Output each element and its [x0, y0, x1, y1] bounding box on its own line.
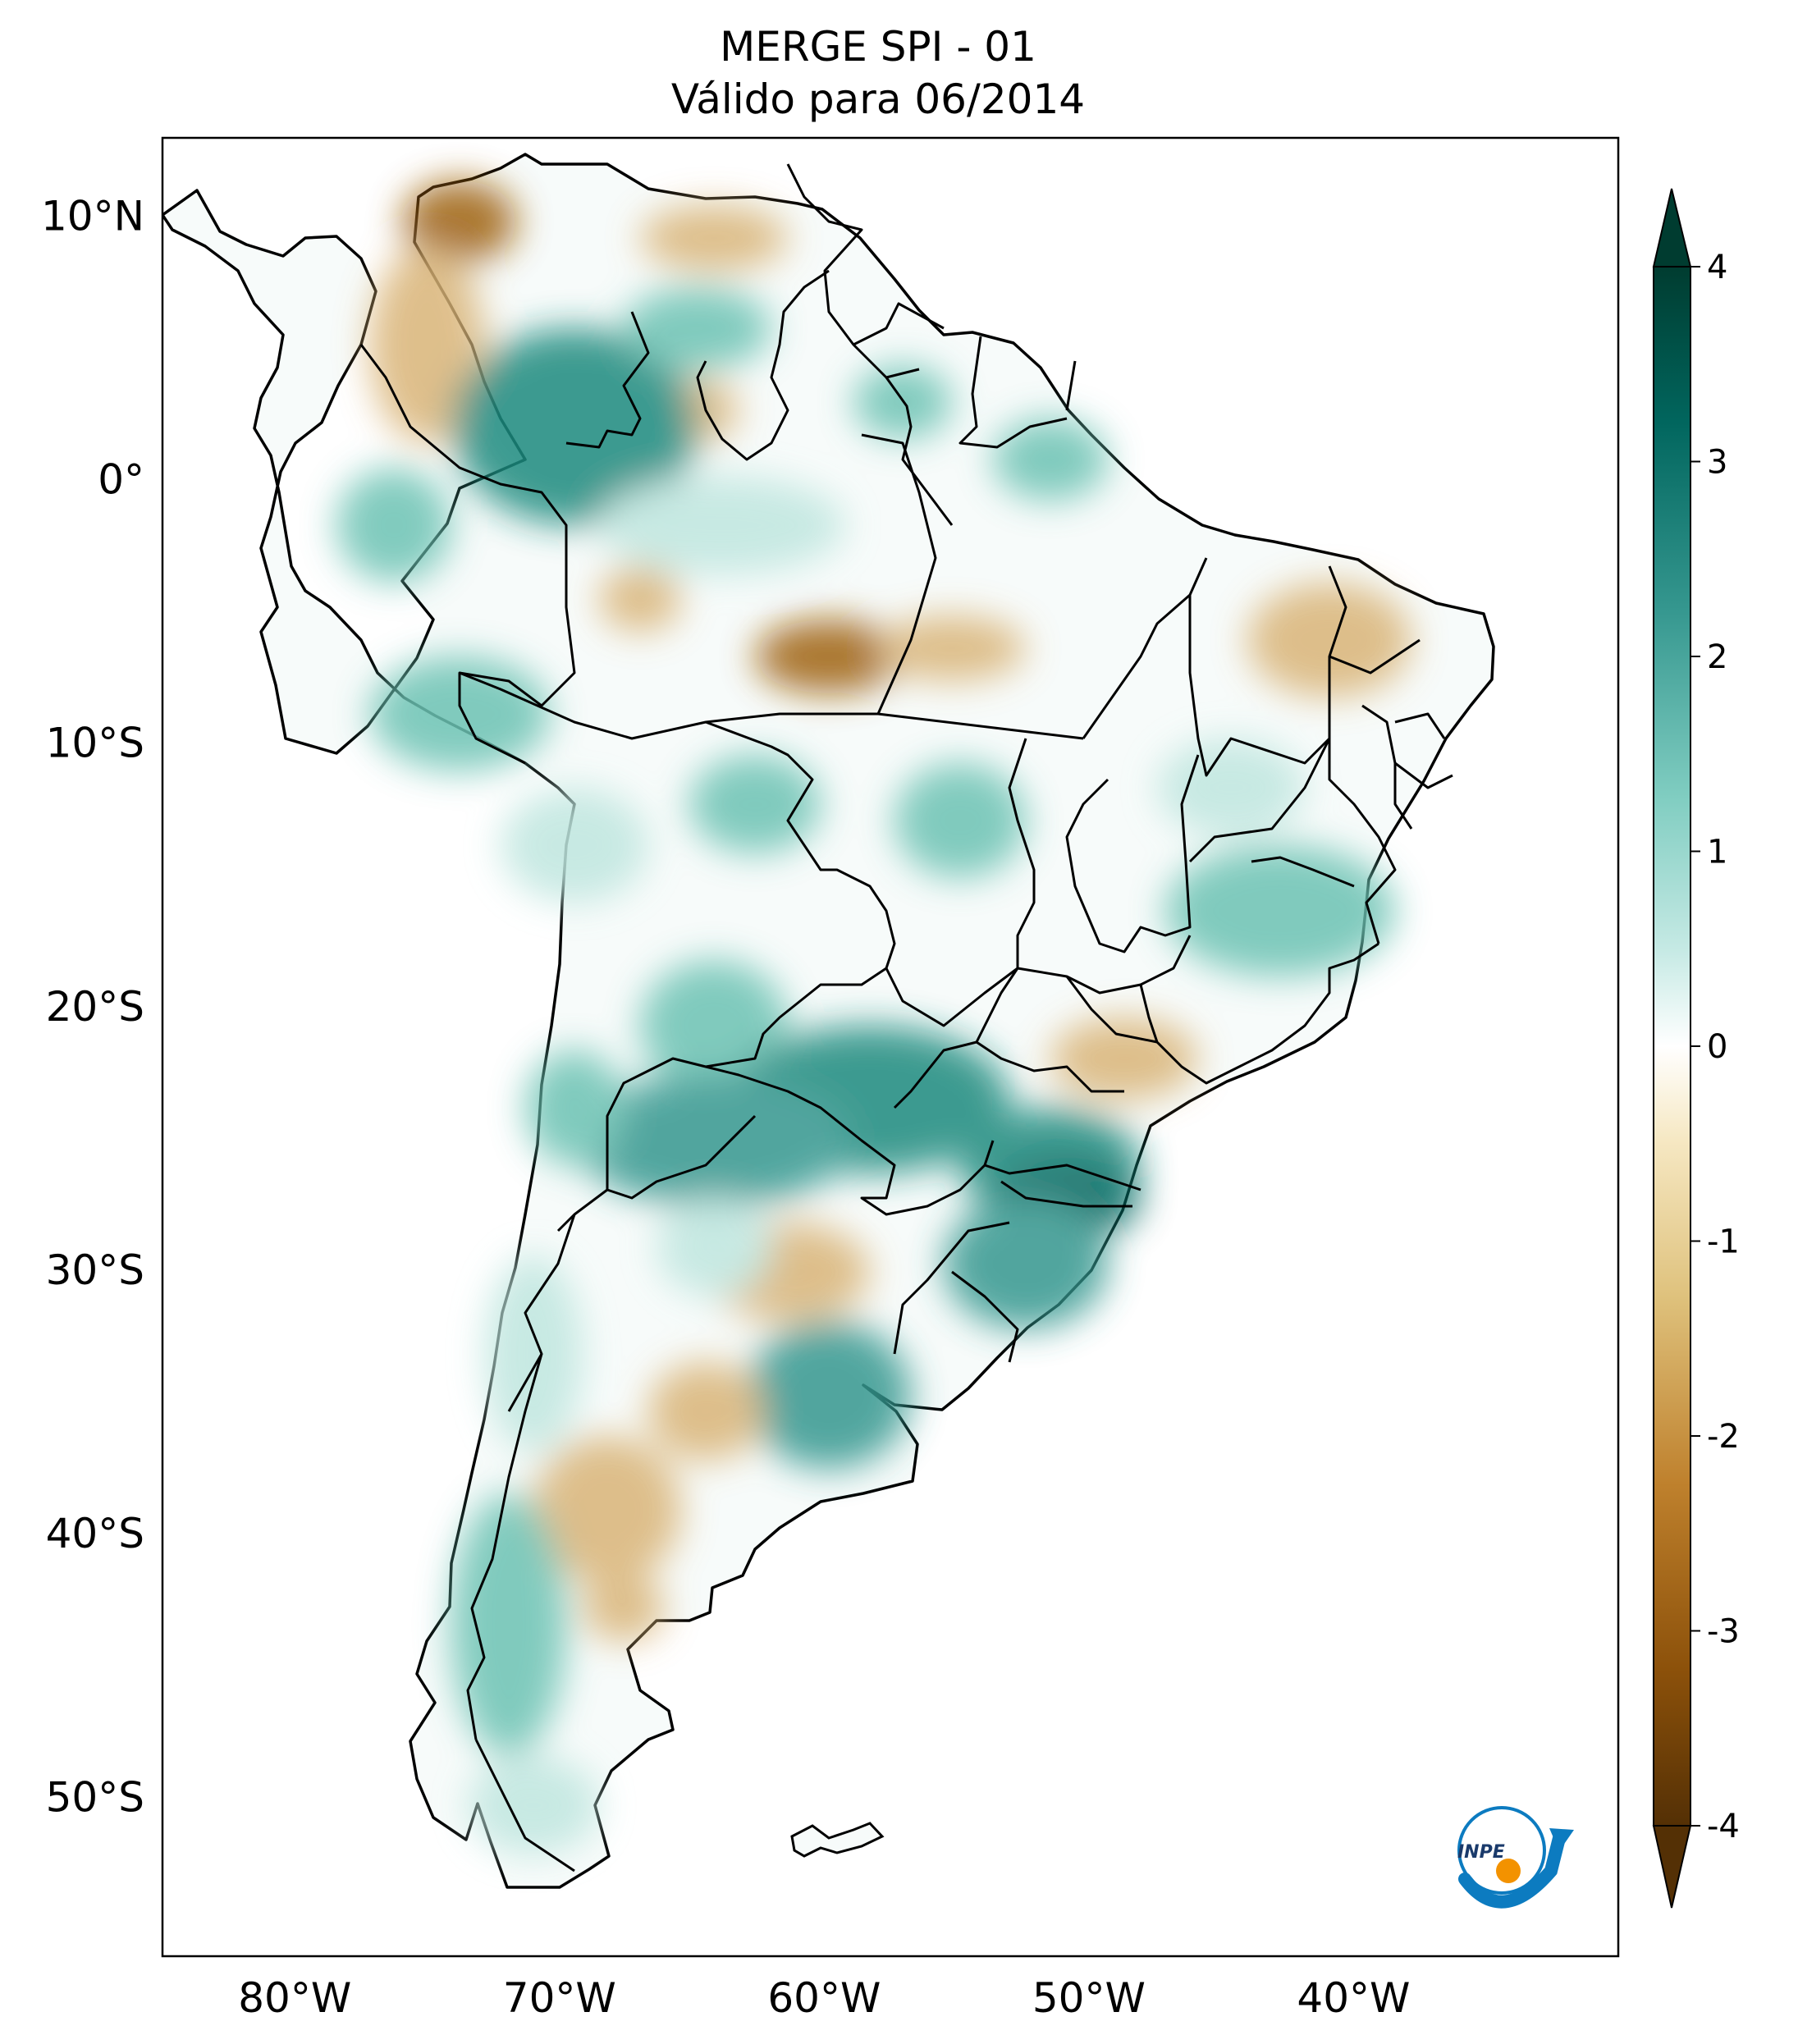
colorbar-tick-label: 4: [1707, 249, 1727, 286]
lat-tick-label: 50°S: [46, 1773, 144, 1821]
lon-tick-label: 60°W: [767, 1974, 881, 2022]
colorbar-tick-label: 1: [1707, 834, 1727, 871]
country-borders: [359, 163, 1453, 1873]
lon-tick-label: 40°W: [1297, 1974, 1410, 2022]
lat-tick-label: 0°: [98, 456, 144, 504]
spi-anomaly-field: [336, 181, 1411, 1854]
falkland-islands: [790, 1822, 885, 1858]
colorbar-extend-min: [1652, 1825, 1692, 1909]
lon-tick-label: 50°W: [1032, 1974, 1146, 2022]
map-frame: [161, 136, 1620, 1958]
latitude-axis: 10°N 0° 10°S 20°S 30°S 40°S 50°S: [41, 192, 144, 1821]
lat-tick-label: 10°N: [41, 192, 144, 240]
continent-layer: [162, 153, 1495, 1889]
map-title: MERGE SPI - 01: [720, 23, 1036, 71]
colorbar-tick-label: -1: [1707, 1223, 1740, 1261]
colorbar: 4 3 2 1 0 -1 -2 -3 -4: [1652, 188, 1740, 1909]
longitude-axis: 80°W 70°W 60°W 50°W 40°W: [238, 1974, 1410, 2022]
logo-dot-icon: [1496, 1859, 1521, 1883]
lon-tick-label: 70°W: [503, 1974, 616, 2022]
colorbar-body: [1653, 266, 1691, 1827]
colorbar-tick-label: 0: [1707, 1028, 1727, 1066]
lat-tick-label: 40°S: [46, 1510, 144, 1557]
colorbar-tick-label: 3: [1707, 444, 1727, 482]
colorbar-tick-label: -2: [1707, 1418, 1740, 1456]
colorbar-extend-max: [1652, 188, 1692, 268]
lat-tick-label: 20°S: [46, 983, 144, 1031]
colorbar-ticks: 4 3 2 1 0 -1 -2 -3 -4: [1690, 249, 1740, 1845]
map-subtitle: Válido para 06/2014: [670, 75, 1086, 123]
logo-text: INPE: [1457, 1842, 1505, 1863]
colorbar-tick-label: -3: [1707, 1613, 1740, 1651]
lat-tick-label: 30°S: [46, 1246, 144, 1294]
lon-tick-label: 80°W: [238, 1974, 351, 2022]
colorbar-tick-label: -4: [1707, 1808, 1740, 1845]
lat-tick-label: 10°S: [46, 720, 144, 767]
colorbar-tick-label: 2: [1707, 638, 1727, 676]
logo-arrow-icon: [1458, 1831, 1566, 1909]
inpe-logo: INPE: [1457, 1806, 1574, 1909]
